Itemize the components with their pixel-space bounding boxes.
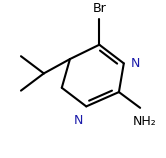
Text: N: N (130, 57, 140, 70)
Text: NH₂: NH₂ (133, 115, 157, 128)
Text: Br: Br (92, 2, 106, 15)
Text: N: N (74, 114, 83, 127)
